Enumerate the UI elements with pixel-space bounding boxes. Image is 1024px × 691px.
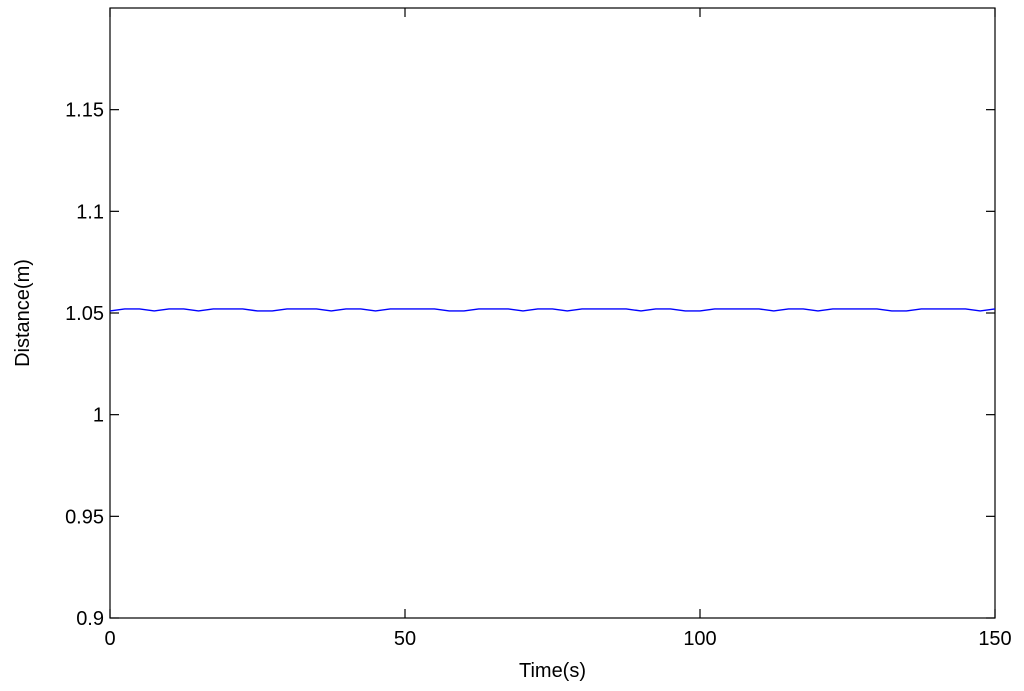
y-tick-label: 0.9	[76, 608, 104, 630]
y-tick-label: 1	[93, 405, 104, 427]
x-tick-label: 100	[683, 628, 716, 650]
x-tick-label: 50	[394, 628, 416, 650]
x-axis-ticks: 0 50 100 150	[104, 8, 1012, 650]
y-tick-label: 1.05	[65, 303, 104, 325]
x-tick-label: 150	[978, 628, 1011, 650]
y-tick-label: 1.1	[76, 201, 104, 223]
y-axis-label: Distance(m)	[12, 259, 34, 367]
x-axis-label: Time(s)	[519, 660, 586, 682]
y-tick-label: 0.95	[65, 506, 104, 528]
y-axis-ticks: 0.9 0.95 1 1.05 1.1 1.15	[65, 100, 995, 630]
series-line	[109, 308, 996, 312]
y-tick-label: 1.15	[65, 100, 104, 122]
x-tick-label: 0	[104, 628, 115, 650]
plot-area	[109, 7, 996, 619]
